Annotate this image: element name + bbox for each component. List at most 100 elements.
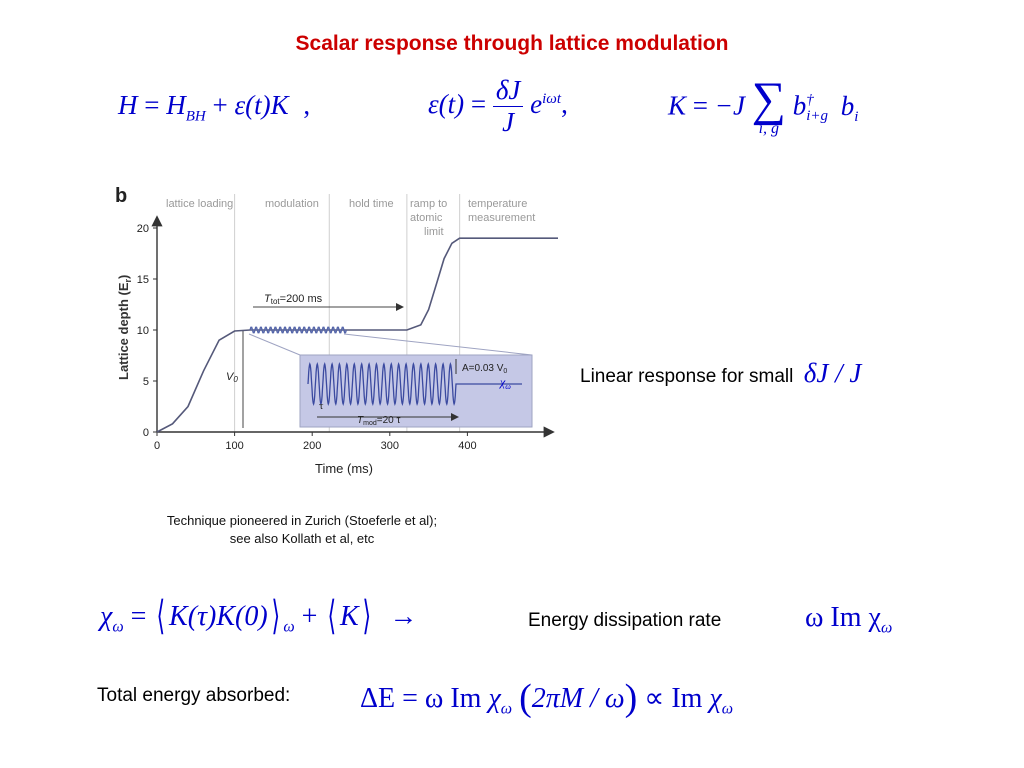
exponent: iωt — [542, 91, 562, 108]
y-tick-label: 0 — [143, 427, 149, 439]
caption-line-2: see also Kollath et al, etc — [229, 531, 375, 546]
b-dagger-operator: b — [792, 90, 807, 121]
equals-sign: = — [130, 601, 147, 632]
inset-amplitude-label: A=0.03 V0 — [462, 363, 507, 375]
arrow-icon: → — [389, 601, 418, 632]
delta-j-over-j: δJ / J — [803, 358, 862, 388]
omega-subscript: ω — [283, 618, 295, 636]
panel-label: b — [115, 185, 127, 207]
dissipation-rate-expression: ω Im χω — [805, 602, 892, 638]
phase-label-temperature: temperature — [468, 198, 527, 210]
b-dagger-subscript: i+g — [806, 108, 828, 125]
equals-sign: = — [470, 89, 487, 120]
b-operator: b — [840, 90, 855, 121]
x-axis-label: Time (ms) — [315, 461, 373, 476]
summation: ∑ i, g — [751, 73, 786, 137]
t-argument: (t) — [438, 89, 465, 120]
omega-im: ω Im — [424, 683, 482, 714]
im-operator: Im — [671, 683, 703, 714]
left-paren: ( — [519, 677, 532, 719]
y-axis-label: Lattice depth (Er) — [116, 275, 133, 380]
b-subscript: i — [854, 109, 859, 125]
x-tick-label: 200 — [303, 440, 321, 452]
plus-sign: + — [301, 601, 318, 632]
chi-symbol: χ — [488, 683, 501, 714]
epsilon-symbol: ε — [234, 90, 246, 120]
right-paren: ) — [624, 677, 638, 719]
x-tick-label: 300 — [381, 440, 399, 452]
hamiltonian-equation: H = HBH + ε(t)K , — [118, 90, 310, 125]
left-angle-bracket-2: ⟨ — [327, 593, 337, 638]
x-tick-label: 0 — [154, 440, 160, 452]
equals-sign: = — [692, 90, 708, 121]
bh-subscript: BH — [185, 108, 206, 125]
figure-caption: Technique pioneered in Zurich (Stoeferle… — [112, 512, 492, 548]
plus-sign: + — [212, 90, 228, 120]
phase-label-modulation: modulation — [265, 198, 319, 210]
epsilon-equation: ε(t) = δJ J eiωt, — [428, 75, 568, 138]
sum-sign: ∑ — [751, 73, 786, 126]
k-symbol: K — [668, 90, 687, 121]
proportional-sign: ∝ — [644, 683, 665, 714]
equals-sign: = — [402, 683, 418, 714]
k-symbol: K — [270, 90, 289, 120]
v0-label: V0 — [226, 371, 238, 384]
ttot-label: Ttot=200 ms — [264, 293, 323, 306]
x-tick-label: 400 — [458, 440, 476, 452]
rate-subscript: ω — [880, 619, 893, 637]
lattice-depth-figure: b lattice loading modulation hold time r… — [115, 185, 558, 476]
inset-modulation-wave — [307, 362, 522, 406]
comma: , — [303, 90, 311, 120]
phase-label-ramp-3: limit — [424, 226, 444, 238]
fraction-numerator: δJ — [492, 75, 524, 107]
h-symbol: H — [118, 90, 138, 120]
inset-tmod-label: Tmod=20 τ — [357, 415, 400, 427]
phase-label-hold: hold time — [349, 198, 394, 210]
argument-2pi-m-over-omega: 2πM / ω — [531, 683, 625, 714]
t-argument: (t) — [245, 90, 271, 120]
zoom-connector-left — [248, 333, 301, 356]
phase-label-measurement: measurement — [468, 212, 535, 224]
linear-response-text: Linear response for small — [580, 366, 794, 387]
linear-response-line: Linear response for small δJ / J — [580, 358, 861, 389]
inset-tau-label: τ — [319, 400, 324, 412]
equals-sign: = — [144, 90, 160, 120]
chi-subscript-2: ω — [721, 700, 734, 718]
delta-j-over-j-fraction: δJ J — [492, 75, 524, 138]
energy-dissipation-label: Energy dissipation rate — [528, 610, 722, 631]
chi-symbol: χ — [100, 601, 113, 632]
correlator-equation: χω = ⟨ K(τ)K(0)⟩ ω + ⟨ K⟩ → — [100, 593, 418, 638]
dagger: † — [806, 92, 814, 109]
phase-label-ramp-1: ramp to — [410, 198, 447, 210]
y-tick-label: 15 — [137, 274, 149, 286]
inset-chi-label: χω — [499, 375, 511, 391]
right-angle-bracket-2: ⟩ — [362, 593, 371, 638]
lattice-depth-curve — [156, 237, 558, 433]
y-tick-label: 10 — [137, 325, 149, 337]
zoom-connector-right — [343, 333, 533, 356]
phase-label-ramp-2: atomic — [410, 212, 443, 224]
left-angle-bracket: ⟨ — [156, 593, 166, 638]
chi-subscript: ω — [500, 700, 513, 718]
k-symbol: K — [340, 601, 359, 632]
chi-symbol-2: χ — [709, 683, 722, 714]
slide-title: Scalar response through lattice modulati… — [295, 32, 729, 55]
kinetic-equation: K = −J ∑ i, g b † i+g bi — [668, 73, 859, 137]
phase-label-loading: lattice loading — [166, 198, 233, 210]
minus-j-term: −J — [714, 90, 745, 121]
sum-index: i, g — [758, 119, 780, 137]
y-ticks: 0 5 10 15 20 — [137, 223, 157, 439]
modulation-wave — [249, 326, 347, 334]
comma: , — [561, 89, 568, 120]
total-energy-equation: ΔE = ω Im χω (2πM / ω) ∝ Im χω — [360, 676, 733, 720]
omega-im-chi: ω Im χ — [805, 602, 881, 633]
correlator-inner: K(τ)K(0) — [169, 601, 268, 632]
x-ticks: 0 100 200 300 400 — [154, 432, 477, 452]
h-bh-symbol: H — [166, 90, 186, 120]
y-tick-label: 5 — [143, 376, 149, 388]
y-tick-label: 20 — [137, 223, 149, 235]
caption-line-1: Technique pioneered in Zurich (Stoeferle… — [166, 513, 438, 528]
total-energy-label: Total energy absorbed: — [97, 685, 291, 706]
fraction-denominator: J — [502, 106, 515, 137]
chi-subscript: ω — [112, 618, 124, 636]
